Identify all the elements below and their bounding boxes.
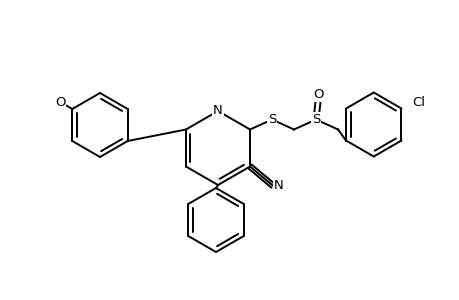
Text: N: N xyxy=(213,104,223,118)
Text: S: S xyxy=(311,113,319,126)
Text: O: O xyxy=(55,95,65,109)
Text: Cl: Cl xyxy=(411,96,424,109)
Text: N: N xyxy=(274,179,283,192)
Text: O: O xyxy=(312,88,323,101)
Text: S: S xyxy=(267,113,276,126)
